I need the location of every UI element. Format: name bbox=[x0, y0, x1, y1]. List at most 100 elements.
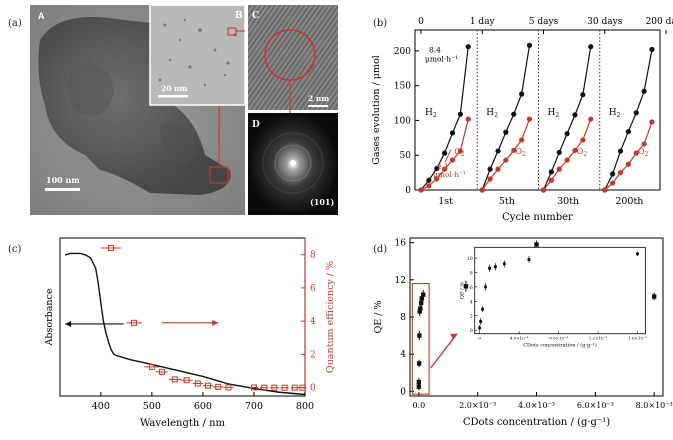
data-point-O2 bbox=[495, 166, 501, 172]
data-point-O2 bbox=[449, 157, 456, 163]
data-point-H2 bbox=[511, 111, 517, 117]
series-label-h2: H2 bbox=[486, 108, 498, 119]
data-point-H2 bbox=[556, 149, 562, 156]
qe-point bbox=[419, 296, 424, 301]
right-tick-label: 6 bbox=[310, 284, 316, 294]
data-point-O2 bbox=[580, 137, 586, 143]
qe-point bbox=[418, 300, 424, 306]
qe-point bbox=[421, 292, 426, 297]
data-point-H2 bbox=[649, 46, 655, 53]
top-tick-label: 5 days bbox=[529, 17, 559, 27]
data-point-O2 bbox=[572, 147, 578, 153]
scale-bar-main-label: 100 nm bbox=[46, 175, 80, 185]
rate-annotation-o2-unit: μmol·h⁻¹ bbox=[433, 170, 466, 179]
y-axis-left-label: Absorbance bbox=[44, 288, 55, 346]
x-tick-label: 500 bbox=[143, 401, 161, 412]
data-point-O2 bbox=[511, 147, 517, 153]
inset-x-tick-label: 1.2×10⁻³ bbox=[589, 336, 608, 341]
x-tick-label: 800 bbox=[296, 401, 314, 412]
qe-point bbox=[281, 384, 288, 391]
qe-point bbox=[194, 380, 201, 387]
data-point-H2 bbox=[580, 92, 586, 98]
qe-point bbox=[159, 368, 166, 375]
data-point-H2 bbox=[633, 110, 639, 116]
data-point-H2 bbox=[519, 91, 525, 97]
qe-point bbox=[215, 383, 222, 390]
data-point-O2 bbox=[479, 187, 485, 193]
x-tick-label: 400 bbox=[92, 401, 110, 412]
top-tick-label: 30 days bbox=[587, 17, 623, 27]
panel-c-chart: 400 500 600 700 800 Wavelength / nm Absorbance… bbox=[44, 237, 336, 429]
rate-annotation-h2: 8.4 bbox=[429, 45, 441, 54]
scale-bar-main bbox=[45, 188, 80, 191]
inset-point bbox=[481, 307, 485, 311]
inset-label-c: C bbox=[252, 11, 259, 21]
inset-y-tick-label: 2 bbox=[470, 314, 473, 320]
data-point-H2 bbox=[617, 148, 624, 154]
cycle-label: 1st bbox=[438, 196, 453, 207]
qe-point bbox=[416, 384, 422, 389]
qe-point bbox=[171, 376, 178, 383]
data-point-H2 bbox=[503, 129, 509, 135]
cdots-particles bbox=[158, 18, 237, 87]
data-point-O2 bbox=[641, 141, 647, 147]
qe-point bbox=[534, 242, 539, 247]
plot-frame bbox=[414, 29, 661, 191]
data-point-H2 bbox=[449, 130, 456, 136]
qe-arrow-head bbox=[212, 319, 219, 326]
y-tick-label: 0 bbox=[400, 387, 406, 397]
inset-y-axis-label: QE / % bbox=[460, 282, 466, 300]
x-axis-label: Cycle number bbox=[502, 212, 573, 223]
data-point-O2 bbox=[418, 187, 424, 193]
inset-point bbox=[502, 262, 506, 266]
qe-point bbox=[416, 379, 422, 385]
data-point-O2 bbox=[540, 187, 547, 193]
data-point-H2 bbox=[564, 131, 570, 137]
x-tick-label: 8.0×10⁻³ bbox=[636, 401, 673, 410]
data-point-O2 bbox=[610, 180, 616, 186]
data-point-H2 bbox=[625, 128, 631, 135]
right-tick-label: 0 bbox=[310, 384, 316, 394]
cycle-label: 200th bbox=[615, 196, 643, 207]
fft-plane-label: (101) bbox=[310, 197, 334, 207]
data-point-O2 bbox=[487, 176, 493, 182]
inset-point bbox=[527, 258, 531, 261]
right-tick-label: 4 bbox=[310, 317, 316, 327]
data-point-O2 bbox=[548, 177, 554, 183]
data-point-O2 bbox=[426, 183, 432, 189]
data-point-O2 bbox=[649, 119, 655, 125]
inset-point bbox=[636, 252, 639, 256]
data-point-O2 bbox=[465, 116, 471, 122]
data-point-H2 bbox=[641, 88, 647, 94]
data-point-O2 bbox=[617, 170, 624, 176]
inset-point bbox=[478, 326, 482, 330]
absorbance-arrow-head bbox=[65, 320, 72, 327]
y-tick-label: 8 bbox=[400, 313, 406, 323]
panel-d-chart: 0 4 8 12 16 0.0 2.0×10⁻³ 4.0×10⁻³ 6.0×10⁻³ 8.0×10… bbox=[373, 237, 673, 428]
series-label-o2: O2 bbox=[516, 147, 527, 158]
x-tick-label: 0.0 bbox=[412, 401, 425, 410]
scale-bar-b-label: 20 nm bbox=[161, 84, 188, 93]
qe-point bbox=[271, 384, 278, 391]
top-tick-label: 1 day bbox=[470, 17, 496, 27]
cycle-label: 5th bbox=[499, 196, 515, 207]
scale-bar-c bbox=[308, 105, 328, 107]
inset-y-tick-label: 4 bbox=[470, 299, 473, 305]
qe-point bbox=[108, 244, 115, 251]
data-point-O2 bbox=[602, 187, 608, 193]
right-tick-label: 8 bbox=[310, 251, 316, 261]
qe-point bbox=[417, 333, 422, 338]
x-tick-label: 6.0×10⁻³ bbox=[577, 401, 614, 410]
data-point-O2 bbox=[519, 137, 525, 143]
top-tick-label: 200 days bbox=[646, 17, 673, 27]
inset-point bbox=[479, 320, 483, 323]
inset-label-d: D bbox=[252, 120, 260, 130]
data-point-H2 bbox=[442, 150, 448, 156]
qe-point bbox=[183, 377, 190, 384]
data-point-O2 bbox=[564, 157, 570, 163]
x-axis-label: Wavelength / nm bbox=[140, 418, 226, 429]
inset-label-b: B bbox=[235, 11, 243, 21]
panel-b-label: (b) bbox=[373, 18, 388, 29]
data-point-H2 bbox=[526, 42, 533, 48]
data-point-O2 bbox=[556, 166, 562, 172]
